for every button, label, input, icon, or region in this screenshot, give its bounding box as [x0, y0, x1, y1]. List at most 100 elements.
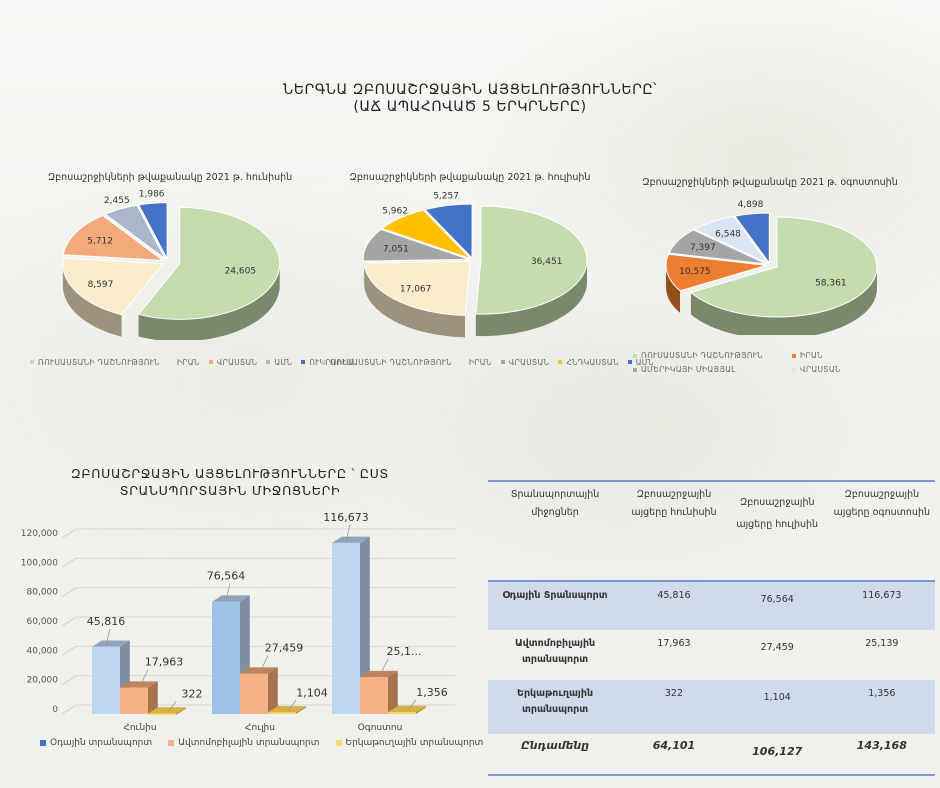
- bar: [92, 646, 120, 714]
- pie-slice: [693, 215, 769, 264]
- table-row: Օդային Տրանսպորտ 45,816 76,564 116,673: [488, 581, 935, 630]
- pie-august-title: Զբոսաշրջիկների թվաքանակը 2021 թ. օգոստոս…: [642, 177, 898, 188]
- legend-swatch: [168, 739, 175, 746]
- pie-slice: [424, 203, 473, 260]
- legend-item: ՌՈՒՍԱՍՏԱՆԻ ԴԱՇՆՈՒԹՅՈՒՆ: [633, 349, 783, 363]
- table-header-row: Տրանսպորտային միջոցներ Զբոսաշրջային այցե…: [488, 481, 935, 581]
- bar: [332, 542, 360, 714]
- pie-slice-side: [475, 260, 587, 337]
- legend-item: ԱՄՆ: [266, 358, 292, 367]
- table-row: Ավտոմոբիլային տրանսպորտ 17,963 27,459 25…: [488, 630, 935, 680]
- table-header-cell: Զբոսաշրջային այցերը օգոստոսին: [833, 489, 930, 518]
- bar: [120, 687, 148, 714]
- legend-swatch: [633, 368, 637, 372]
- legend-label: ՌՈՒՍԱՍՏԱՆԻ ԴԱՇՆՈՒԹՅՈՒՆ: [330, 357, 452, 367]
- bar-top: [92, 640, 130, 647]
- pie-slice-side: [364, 262, 465, 338]
- pie-data-label: 24,605: [225, 267, 257, 277]
- pie-data-label: 10,575: [679, 267, 711, 277]
- bar-side: [296, 706, 306, 714]
- legend-item: ՀՆԴԿԱՍՏԱՆ: [558, 358, 618, 367]
- pie-data-label: 2,455: [104, 196, 130, 206]
- pie-slice-side: [138, 263, 280, 340]
- pie-data-label: 5,257: [433, 192, 459, 202]
- total-cell: 64,101: [652, 739, 696, 752]
- pie-data-label: 1,986: [139, 190, 165, 199]
- pie-slice: [734, 212, 770, 265]
- data-label-leader: [259, 655, 269, 672]
- pie-data-label: 5,962: [382, 206, 408, 216]
- y-tick-label: 100,000: [21, 558, 58, 568]
- table-cell: 25,139: [865, 638, 899, 649]
- bar-data-label: 17,963: [145, 656, 184, 669]
- transport-table: Տրանսպորտային միջոցներ Զբոսաշրջային այցե…: [488, 480, 935, 776]
- legend-item: ՎՐԱՍՏԱՆ: [792, 363, 940, 377]
- bar-top: [120, 681, 158, 688]
- data-label-leader: [139, 669, 149, 686]
- legend-item: ՌՈՒՍԱՍՏԱՆԻ ԴԱՇՆՈՒԹՅՈՒՆ: [30, 358, 160, 367]
- legend-item: Օդային տրանսպորտ: [40, 738, 152, 748]
- legend-label: Ավտոմոբիլային տրանսպորտ: [178, 738, 320, 748]
- pie-july-title: Զբոսաշրջիկների թվաքանակը 2021 թ. հուլիսի…: [349, 172, 591, 183]
- legend-label: ՀՆԴԿԱՍՏԱՆ: [566, 357, 619, 367]
- table-cell: 322: [622, 680, 726, 734]
- x-tick-label: Հուլիս: [245, 723, 275, 733]
- table-header-cell: Զբոսաշրջային այցերը հունիսին: [631, 489, 717, 518]
- bar: [212, 601, 240, 714]
- bar-side: [416, 705, 426, 714]
- grid-diagonal: [61, 704, 77, 715]
- legend-swatch: [792, 368, 796, 372]
- pie-slice: [689, 216, 878, 318]
- x-tick-label: Օգոստոս: [358, 723, 403, 733]
- pie-data-label: 7,397: [690, 243, 716, 253]
- data-label-leader: [105, 628, 111, 645]
- legend-item: Ավտոմոբիլային տրանսպորտ: [168, 738, 320, 748]
- legend-label: Երկաթուղային տրանսպորտ: [345, 738, 484, 748]
- table-cell: 76,564: [725, 581, 829, 630]
- legend-swatch: [40, 739, 46, 746]
- bar-data-label: 25,1...: [387, 645, 422, 658]
- pie-june-legend: ՌՈՒՍԱՍՏԱՆԻ ԴԱՇՆՈՒԹՅՈՒՆ ԻՐԱՆ ՎՐԱՍՏԱՆ ԱՄՆ ՈՒԿՐ…: [30, 357, 363, 367]
- bar: [268, 712, 296, 714]
- total-cell: 143,168: [856, 739, 907, 752]
- legend-label: ՎՐԱՍՏԱՆ: [508, 357, 550, 367]
- pie-data-label: 17,067: [400, 285, 432, 295]
- bar-chart-title: ԶԲՈՍԱՇՐՋԱՅԻՆ ԱՅՑԵԼՈՒԹՅՈՒՆՆԵՐԸ ՝ ԸՍՏ ՏՐԱՆ…: [71, 466, 389, 498]
- pie-slice: [62, 257, 164, 316]
- pie-data-label: 5,712: [87, 237, 113, 247]
- table-cell: 17,963: [657, 638, 691, 649]
- bar: [388, 712, 416, 714]
- legend-swatch: [208, 360, 213, 364]
- row-label: Երկաթուղային տրանսպորտ: [488, 680, 623, 734]
- legend-swatch: [627, 360, 632, 364]
- legend-label: ՌՈՒՍԱՍՏԱՆԻ ԴԱՇՆՈՒԹՅՈՒՆ: [38, 357, 160, 367]
- page-title-line2: (ԱՃ ԱՊԱՀՈՎԱԾ 5 ԵՐԿՐՆԵՐԸ): [353, 99, 587, 115]
- pie-slice: [62, 214, 165, 261]
- grid-diagonal: [61, 528, 77, 539]
- pie-slice: [475, 205, 588, 315]
- legend-item: ՈՒԿՐԱԻՆԱ: [301, 358, 354, 367]
- bar-data-label: 1,104: [296, 686, 328, 699]
- pie-data-label: 36,451: [531, 257, 563, 267]
- bar-chart: 0 20,000 40,000 60,000 80,000 100,000 120,000 4…: [21, 511, 455, 733]
- bar-side: [388, 670, 398, 714]
- legend-swatch: [30, 360, 34, 364]
- data-label-leader: [287, 700, 297, 711]
- legend-label: ՈՒԿՐԱԻՆԱ: [309, 357, 355, 367]
- table-cell: 45,816: [622, 581, 726, 630]
- pie-slice: [381, 209, 471, 259]
- table-cell: 1,104: [725, 680, 829, 734]
- pie-data-label: 6,548: [715, 229, 741, 239]
- grid-diagonal: [61, 645, 77, 656]
- pie-august-chart: 58,361 10,575 7,397 6,548 4,898: [665, 200, 878, 335]
- y-tick-label: 60,000: [27, 617, 59, 627]
- y-tick-label: 0: [52, 705, 58, 715]
- bar-side: [148, 681, 158, 714]
- legend-label: ՌՈՒՍԱՍՏԱՆԻ ԴԱՇՆՈՒԹՅՈՒՆ: [641, 351, 763, 360]
- data-label-leader: [345, 524, 351, 541]
- bar-data-label: 27,459: [265, 642, 304, 655]
- bar: [148, 713, 176, 716]
- total-cell: 106,127: [752, 745, 803, 758]
- bar-top: [240, 667, 278, 674]
- pie-data-label: 4,898: [738, 200, 764, 210]
